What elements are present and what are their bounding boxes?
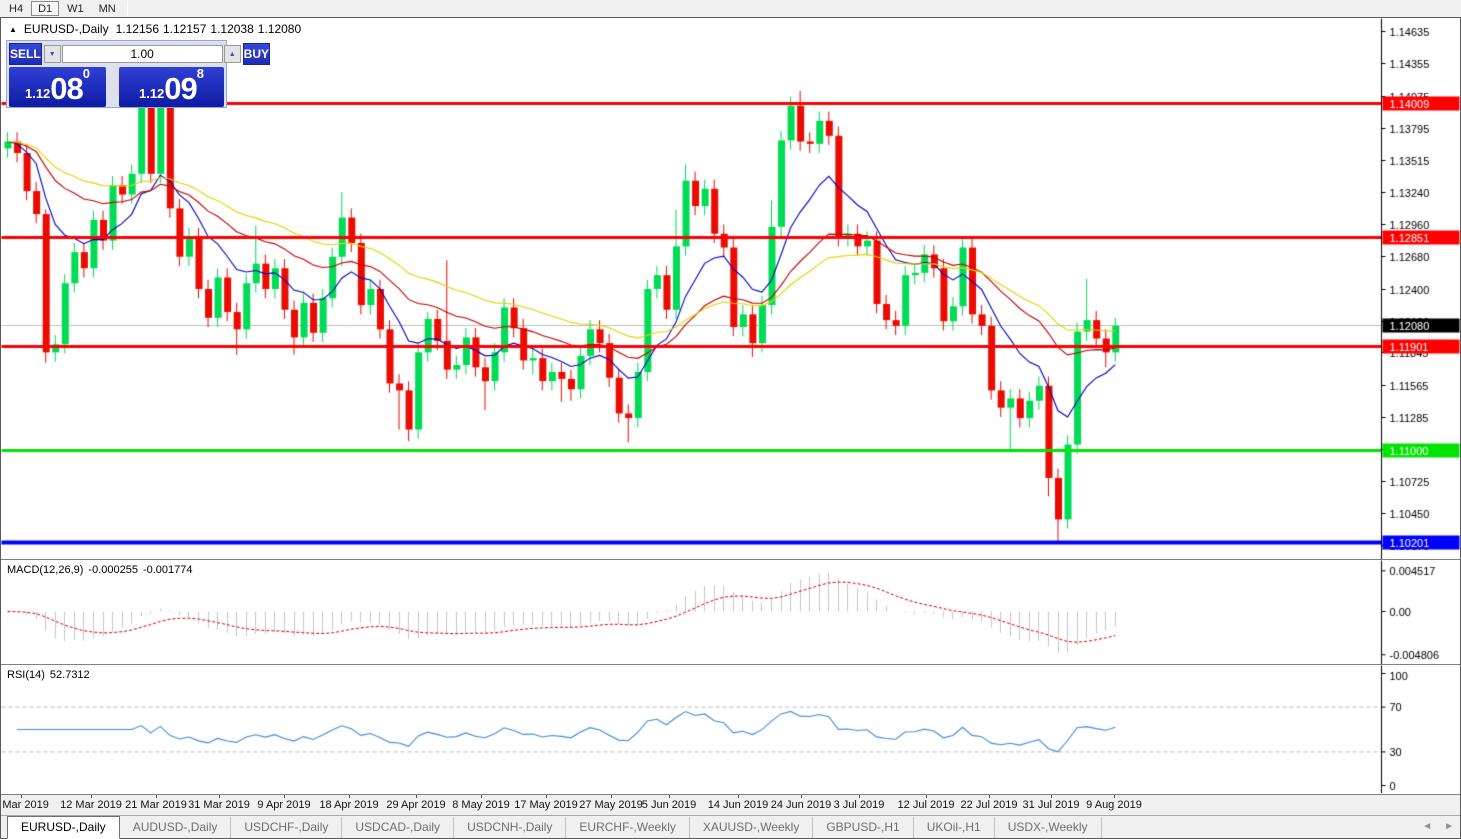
time-axis-tick <box>284 795 285 798</box>
time-axis-label: 21 Mar 2019 <box>125 799 187 811</box>
rsi-indicator-canvas[interactable] <box>1 665 1460 793</box>
buy-price-pip: 8 <box>196 66 205 81</box>
collapse-triangle-icon[interactable]: ▲ <box>9 24 17 34</box>
time-axis-tick <box>1114 795 1115 798</box>
macd-name: MACD(12,26,9) <box>7 564 84 576</box>
ohlc-low: 1.12038 <box>210 22 254 36</box>
time-axis-label: 5 Jun 2019 <box>641 799 697 811</box>
symbol-period-label: EURUSD-,Daily <box>23 22 109 36</box>
time-axis-tick <box>1051 795 1052 798</box>
timeframe-button-h4[interactable]: H4 <box>9 2 24 15</box>
time-axis-tick <box>349 795 350 798</box>
macd-main-value: -0.000255 <box>88 564 138 576</box>
volume-input[interactable] <box>61 45 223 63</box>
time-axis-tick <box>801 795 802 798</box>
time-axis-tick <box>738 795 739 798</box>
symbol-tab-eurusd-daily[interactable]: EURUSD-,Daily <box>7 816 120 839</box>
time-axis-label: 3 Mar 2019 <box>0 799 49 811</box>
chart-title: ▲ EURUSD-,Daily 1.12156 1.12157 1.12038 … <box>9 22 301 36</box>
ohlc-high: 1.12157 <box>163 22 207 36</box>
symbol-tab-gbpusd-h1[interactable]: GBPUSD-,H1 <box>813 817 914 838</box>
period-toolbar: H4 D1 W1 MN <box>0 0 1461 17</box>
symbol-tab-xauusd-weekly[interactable]: XAUUSD-,Weekly <box>690 817 814 838</box>
time-axis-tick <box>989 795 990 798</box>
volume-decrease-button[interactable]: ▼ <box>43 45 61 63</box>
toolbar-separator <box>126 1 128 16</box>
sell-button[interactable]: SELL <box>9 43 42 65</box>
time-axis-label: 3 Jul 2019 <box>833 799 885 811</box>
panel-splitter[interactable] <box>1 559 1460 560</box>
symbol-tab-usdchf-daily[interactable]: USDCHF-,Daily <box>231 817 343 838</box>
symbol-tab-ukoil-h1[interactable]: UKOil-,H1 <box>914 817 995 838</box>
time-axis-tick <box>91 795 92 798</box>
symbol-tab-audusd-daily[interactable]: AUDUSD-,Daily <box>120 817 232 838</box>
tab-scroll-right-icon[interactable]: ► <box>1444 821 1454 832</box>
buy-price-big: 09 <box>164 71 197 106</box>
timeframe-button-w1[interactable]: W1 <box>67 2 84 15</box>
sell-price-pip: 0 <box>82 66 91 81</box>
rsi-name: RSI(14) <box>7 669 45 681</box>
sell-price-big: 08 <box>50 71 83 106</box>
time-axis-label: 12 Mar 2019 <box>60 799 122 811</box>
buy-price-prefix: 1.12 <box>138 86 165 101</box>
time-axis-tick <box>926 795 927 798</box>
symbol-tab-bar: EURUSD-,Daily AUDUSD-,Daily USDCHF-,Daily U… <box>1 815 1460 839</box>
time-axis-tick <box>481 795 482 798</box>
tab-scroll-buttons: ◄ ► <box>1422 821 1454 832</box>
time-axis-tick <box>546 795 547 798</box>
time-axis-label: 22 Jul 2019 <box>960 799 1018 811</box>
buy-price-panel[interactable]: 1.12 09 8 <box>119 67 224 107</box>
ohlc-close: 1.12080 <box>257 22 302 36</box>
time-axis-label: 8 May 2019 <box>452 799 510 811</box>
symbol-tab-usdcad-daily[interactable]: USDCAD-,Daily <box>342 817 455 838</box>
time-axis-label: 31 Mar 2019 <box>188 799 250 811</box>
time-axis-label: 31 Jul 2019 <box>1022 799 1080 811</box>
time-axis-label: 14 Jun 2019 <box>707 799 769 811</box>
time-axis-label: 24 Jun 2019 <box>770 799 832 811</box>
buy-button[interactable]: BUY <box>242 43 271 65</box>
time-axis-label: 9 Apr 2019 <box>257 799 311 811</box>
macd-signal-value: -0.001774 <box>142 564 193 576</box>
time-axis-tick <box>219 795 220 798</box>
time-axis-tick <box>156 795 157 798</box>
time-axis-label: 12 Jul 2019 <box>897 799 955 811</box>
timeframe-button-d1[interactable]: D1 <box>31 1 60 16</box>
time-axis-tick <box>21 795 22 798</box>
time-axis-label: 17 May 2019 <box>514 799 578 811</box>
tab-scroll-left-icon[interactable]: ◄ <box>1422 821 1433 832</box>
time-axis-label: 9 Aug 2019 <box>1086 799 1142 811</box>
sell-price-prefix: 1.12 <box>24 86 51 101</box>
ohlc-open: 1.12156 <box>115 22 159 36</box>
macd-indicator-canvas[interactable] <box>1 560 1460 664</box>
time-axis-label: 27 May 2019 <box>579 799 643 811</box>
chart-window: ▲ EURUSD-,Daily 1.12156 1.12157 1.12038 … <box>0 17 1461 839</box>
one-click-trade-widget: SELL ▼ ▲ BUY 1.12 08 0 1.12 09 8 <box>6 40 271 108</box>
sell-price-panel[interactable]: 1.12 08 0 <box>9 67 106 107</box>
rsi-label: RSI(14) 52.7312 <box>7 669 90 681</box>
time-axis-tick <box>416 795 417 798</box>
symbol-tab-usdx-weekly[interactable]: USDX-,Weekly <box>995 817 1102 838</box>
symbol-tab-eurchf-weekly[interactable]: EURCHF-,Weekly <box>566 817 690 838</box>
volume-increase-button[interactable]: ▲ <box>223 45 241 63</box>
price-chart-canvas[interactable] <box>1 18 1460 559</box>
time-axis-label: 18 Apr 2019 <box>319 799 379 811</box>
timeframe-button-mn[interactable]: MN <box>98 2 116 15</box>
time-axis-tick <box>669 795 670 798</box>
time-axis-label: 29 Apr 2019 <box>386 799 446 811</box>
rsi-value: 52.7312 <box>49 669 90 681</box>
symbol-tab-usdcnh-daily[interactable]: USDCNH-,Daily <box>454 817 567 838</box>
time-axis-tick <box>611 795 612 798</box>
macd-label: MACD(12,26,9) -0.000255 -0.001774 <box>7 564 193 576</box>
time-axis-tick <box>859 795 860 798</box>
panel-splitter[interactable] <box>1 664 1460 665</box>
